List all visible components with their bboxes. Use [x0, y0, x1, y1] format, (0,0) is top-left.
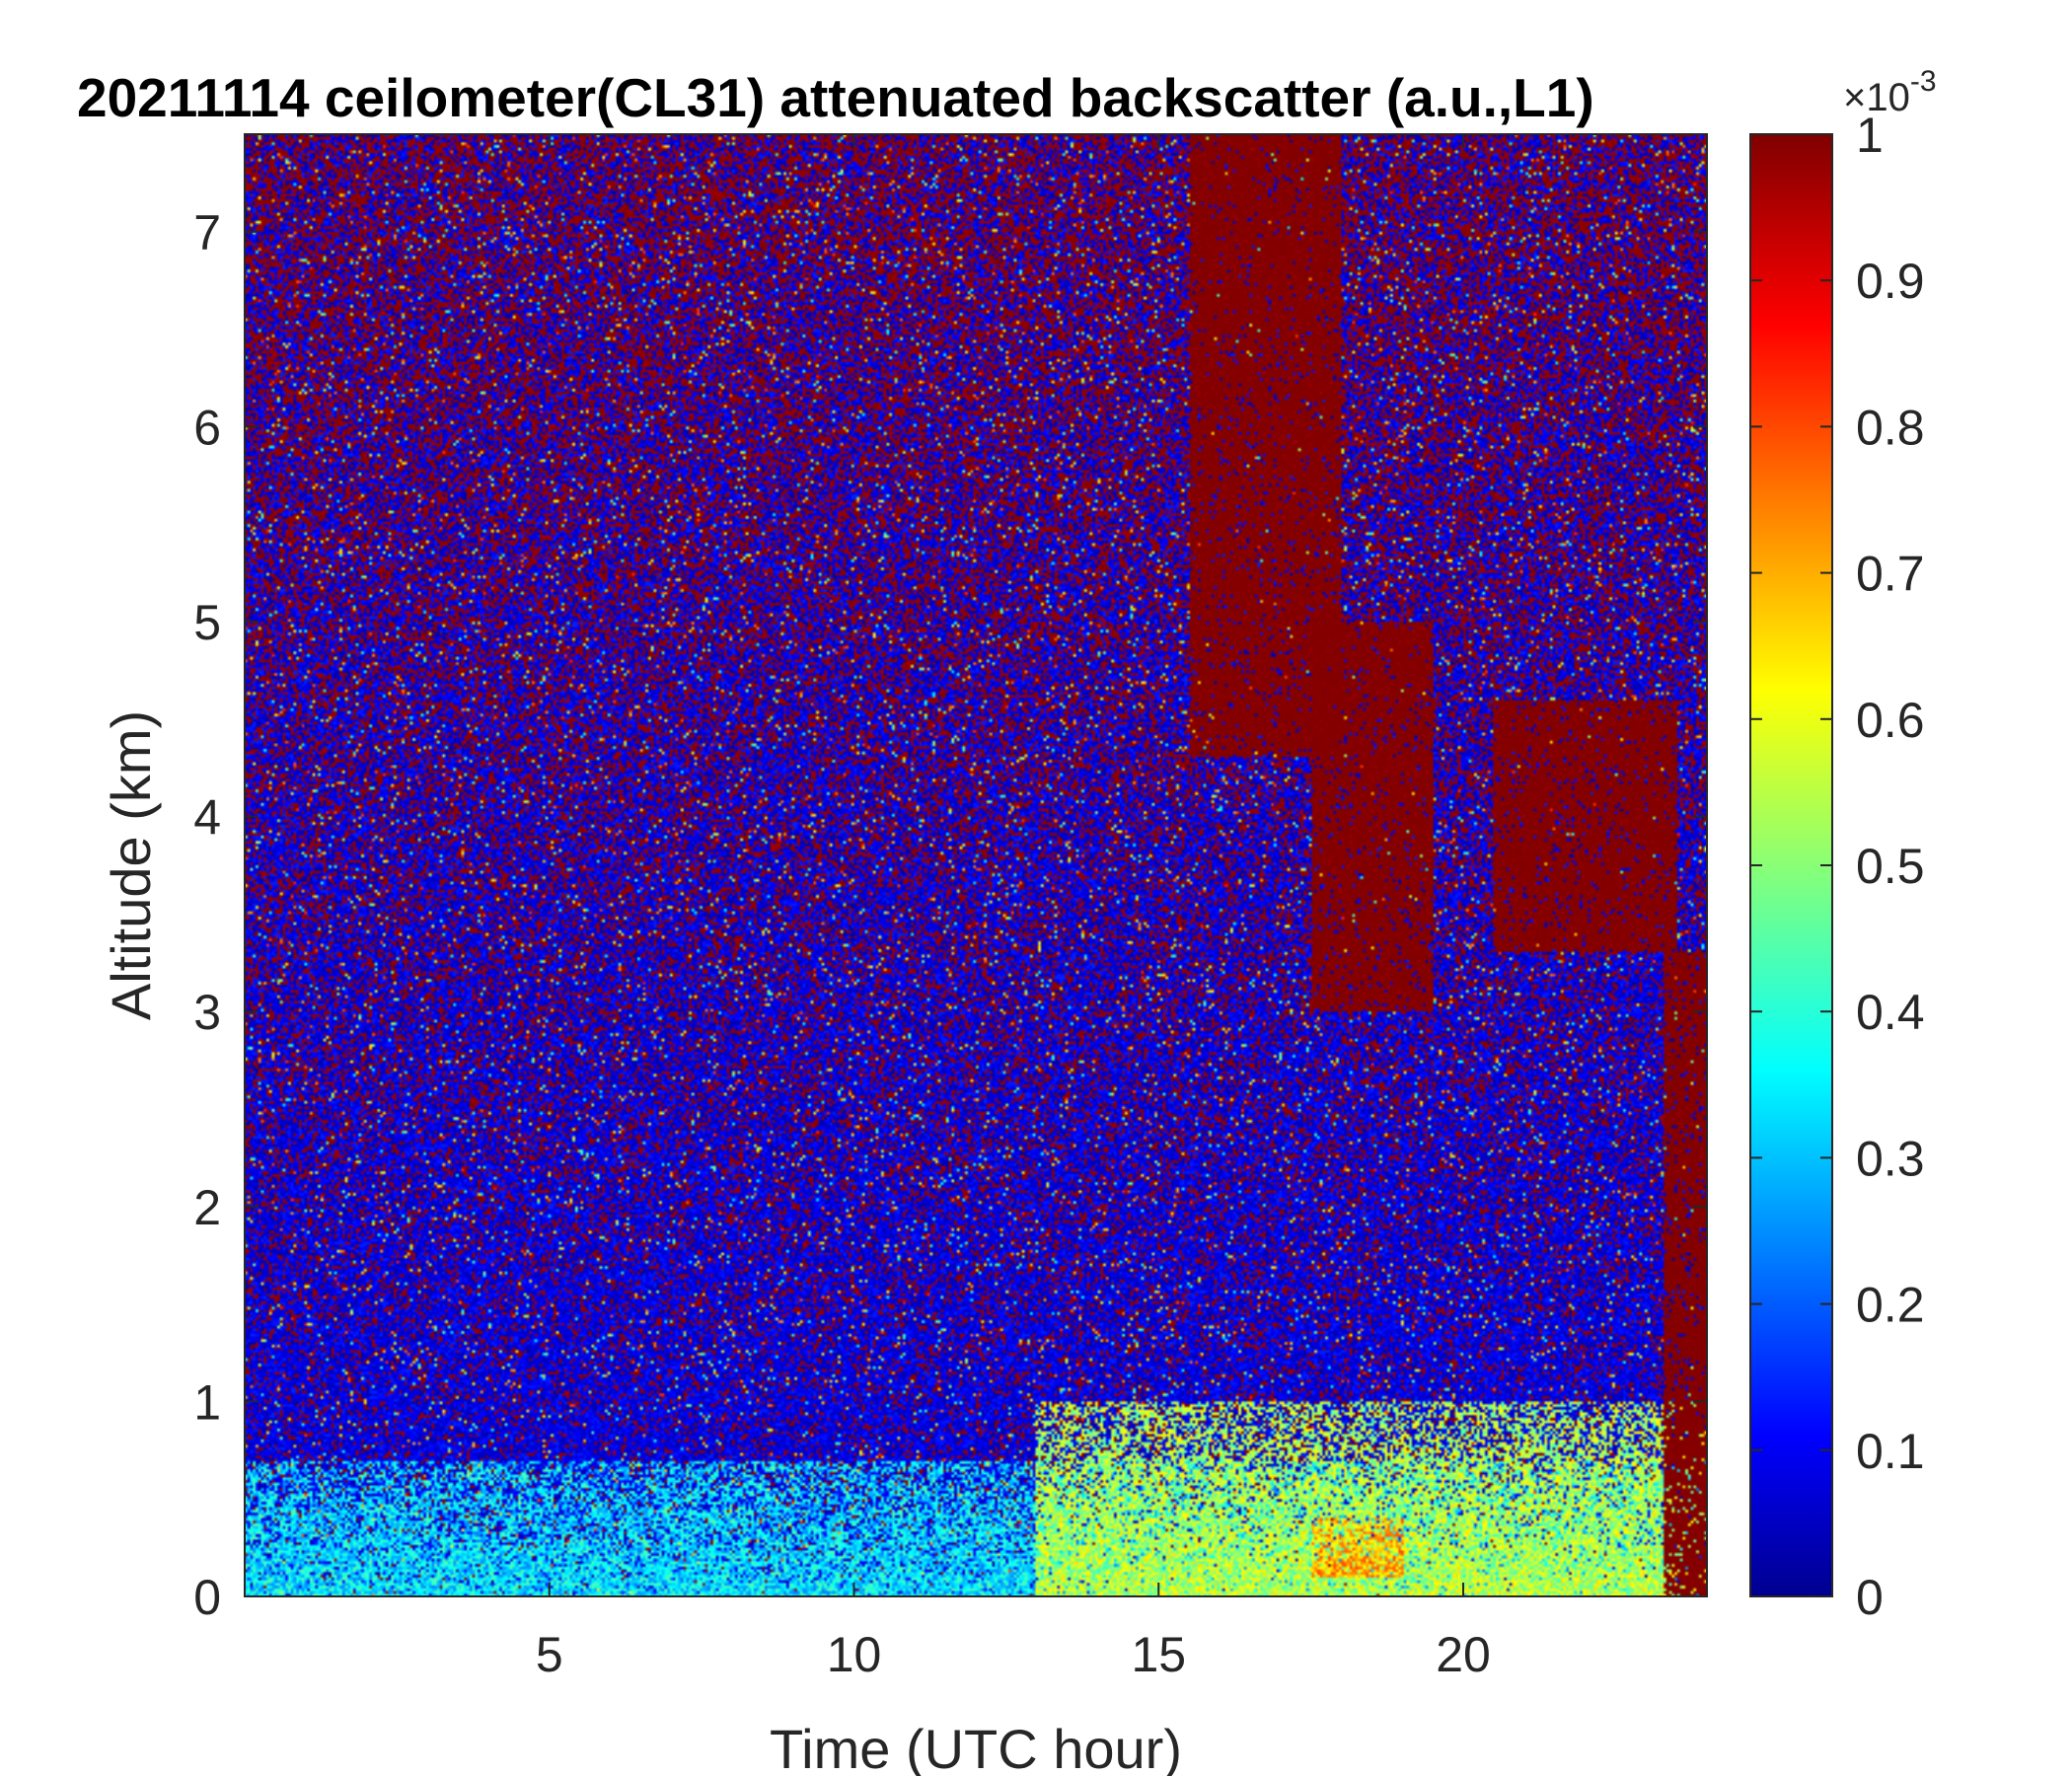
x-tick-label: 5: [536, 1627, 563, 1682]
colorbar-exponent-power: -3: [1910, 65, 1937, 98]
colorbar-tick-label: 0: [1856, 1570, 1884, 1625]
x-axis-label: Time (UTC hour): [770, 1718, 1182, 1776]
colorbar-exponent: ×10-3: [1843, 65, 1937, 119]
plot-frame: [244, 133, 1708, 1597]
colorbar-tick-label: 0.3: [1856, 1131, 1925, 1186]
y-tick-label: 4: [193, 790, 221, 846]
colorbar-tick-label: 0.4: [1856, 985, 1925, 1040]
heatmap-plot-area: [244, 133, 1708, 1597]
x-axis: 5 10 15 20: [536, 134, 1491, 1682]
y-tick-label: 2: [193, 1180, 221, 1235]
y-axis-label: Altitude (km): [100, 710, 162, 1020]
y-tick-label: 5: [193, 595, 221, 650]
y-tick-label: 0: [193, 1570, 221, 1625]
x-tick-label: 10: [827, 1627, 882, 1682]
y-tick-label: 6: [193, 400, 221, 455]
y-axis: 0 1 2 3 4 5 6 7: [193, 205, 1707, 1625]
colorbar-tick-label: 0.9: [1856, 254, 1925, 309]
y-tick-label: 7: [193, 205, 221, 260]
colorbar-tick-label: 0.2: [1856, 1278, 1925, 1333]
colorbar-tick-label: 0.5: [1856, 839, 1925, 894]
y-tick-label: 1: [193, 1374, 221, 1430]
colorbar-tick-label: 0.1: [1856, 1424, 1925, 1479]
heatmap-image: [245, 134, 1707, 1596]
x-tick-label: 20: [1436, 1627, 1491, 1682]
x-tick-label: 15: [1131, 1627, 1186, 1682]
chart-title: 20211114 ceilometer(CL31) attenuated bac…: [77, 67, 1594, 128]
colorbar-ticks: 0 0.1 0.2 0.3 0.4 0.5 0.6 0.7 0.8 0.9 1: [1750, 108, 1925, 1625]
colorbar-tick-label: 0.8: [1856, 400, 1925, 455]
colorbar-tick-label: 0.6: [1856, 693, 1925, 748]
colorbar-tick-label: 0.7: [1856, 547, 1925, 602]
y-tick-label: 3: [193, 985, 221, 1040]
colorbar-exponent-base: ×10: [1843, 76, 1910, 119]
colorbar-tick-label: 1: [1856, 108, 1884, 163]
colorbar-gradient: [1749, 133, 1833, 1597]
colorbar: 0 0.1 0.2 0.3 0.4 0.5 0.6 0.7 0.8 0.9 1 ×10-3: [1749, 65, 1937, 1625]
